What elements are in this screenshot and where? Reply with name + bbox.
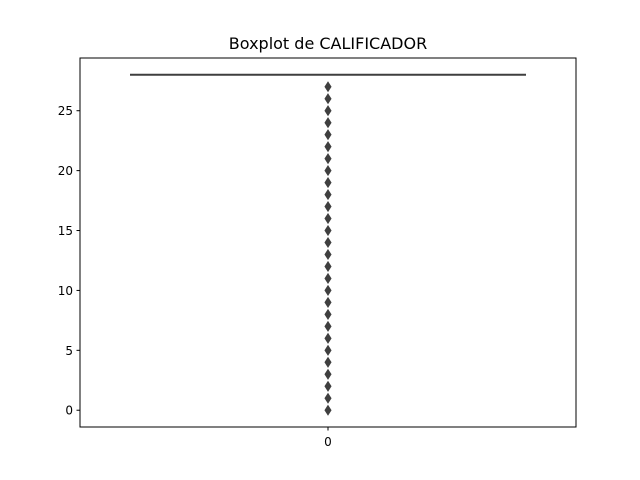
outlier-point	[324, 224, 332, 237]
outlier-point	[324, 248, 332, 261]
outlier-point	[324, 308, 332, 320]
outlier-point	[324, 404, 332, 416]
y-tick-label: 15	[58, 224, 73, 238]
outlier-point	[324, 296, 332, 308]
chart-title: Boxplot de CALIFICADOR	[229, 34, 427, 53]
outlier-point	[324, 201, 332, 213]
outlier-point	[324, 272, 332, 284]
outlier-point	[324, 284, 332, 296]
outlier-point	[324, 153, 332, 165]
y-tick-label: 10	[58, 284, 73, 298]
outlier-point	[324, 380, 332, 392]
outlier-point	[324, 356, 332, 368]
x-tick-label: 0	[324, 435, 332, 449]
y-tick-label: 25	[58, 104, 73, 118]
x-axis: 0	[324, 427, 332, 449]
outlier-point	[324, 81, 332, 93]
outlier-point	[324, 320, 332, 332]
outlier-point	[324, 165, 332, 177]
y-axis: 0 5 10 15 20 25	[58, 104, 80, 418]
outlier-point	[324, 344, 332, 356]
outlier-point	[324, 260, 332, 273]
outlier-point	[324, 236, 332, 249]
outlier-point	[324, 93, 332, 105]
outlier-point	[324, 368, 332, 380]
outlier-point	[324, 129, 332, 141]
outlier-point	[324, 177, 332, 189]
outlier-point	[324, 332, 332, 344]
y-tick-label: 0	[65, 404, 73, 418]
outlier-point	[324, 212, 332, 225]
outlier-point	[324, 117, 332, 129]
outlier-point	[324, 189, 332, 201]
y-tick-label: 20	[58, 164, 73, 178]
outlier-point	[324, 105, 332, 117]
plot-area	[130, 73, 526, 416]
outlier-point	[324, 392, 332, 404]
outlier-point	[324, 141, 332, 153]
y-tick-label: 5	[65, 344, 73, 358]
